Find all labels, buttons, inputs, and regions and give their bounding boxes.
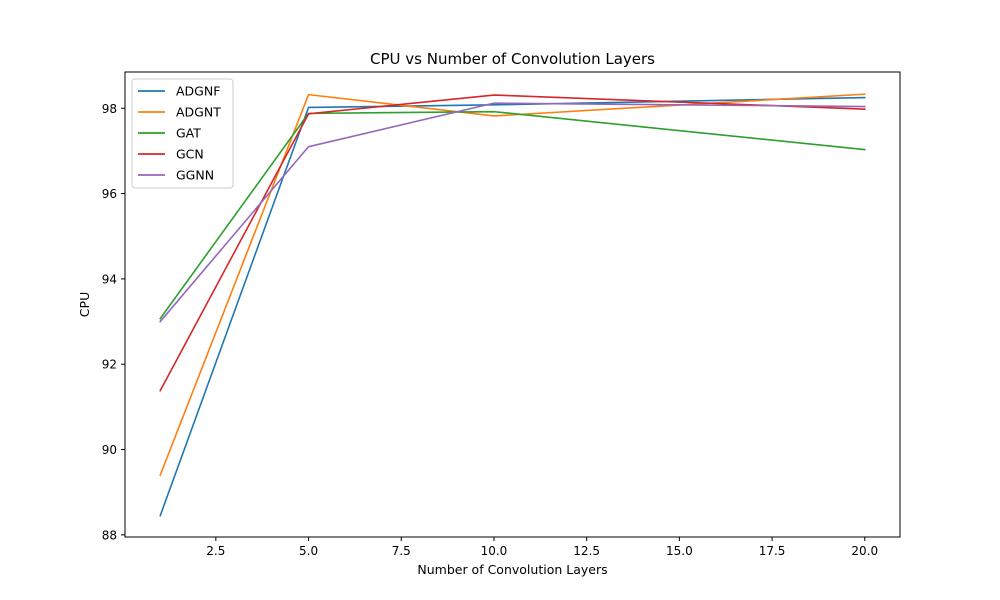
series-line-gcn (159, 94, 866, 392)
series-line-adgnf (159, 96, 866, 517)
y-tick-label: 88 (102, 528, 117, 542)
legend: ADGNF ADGNT GAT GCN GGNN (131, 78, 234, 189)
x-tick-label: 15.0 (666, 544, 693, 558)
x-tick-label: 7.5 (392, 544, 411, 558)
plot-frame (124, 71, 901, 538)
x-tick-label: 5.0 (299, 544, 318, 558)
y-axis: 88 90 92 94 96 98 (102, 102, 125, 542)
legend-label-gat: GAT (176, 126, 201, 141)
x-axis-label: Number of Convolution Layers (417, 562, 607, 577)
y-tick-label: 90 (102, 443, 117, 457)
y-tick-label: 94 (102, 272, 117, 286)
y-tick-label: 96 (102, 187, 117, 201)
x-tick-label: 2.5 (206, 544, 225, 558)
series-line-gat (159, 110, 866, 320)
y-tick-label: 92 (102, 358, 117, 372)
legend-label-gcn: GCN (176, 147, 204, 162)
y-tick-label: 98 (102, 102, 117, 116)
legend-label-adgnt: ADGNT (176, 105, 221, 120)
chart-title: CPU vs Number of Convolution Layers (370, 50, 655, 68)
y-axis-label: CPU (77, 292, 92, 317)
x-tick-label: 12.5 (573, 544, 600, 558)
series-lines (159, 93, 866, 517)
legend-label-ggnn: GGNN (176, 168, 214, 183)
series-line-ggnn (159, 102, 866, 323)
legend-label-adgnf: ADGNF (176, 84, 220, 99)
x-tick-label: 20.0 (851, 544, 878, 558)
plot-area (124, 71, 901, 538)
x-tick-label: 10.0 (481, 544, 508, 558)
x-axis: 2.5 5.0 7.5 10.0 12.5 15.0 17.5 20.0 (206, 537, 878, 558)
x-tick-label: 17.5 (759, 544, 786, 558)
legend-box (131, 78, 234, 189)
